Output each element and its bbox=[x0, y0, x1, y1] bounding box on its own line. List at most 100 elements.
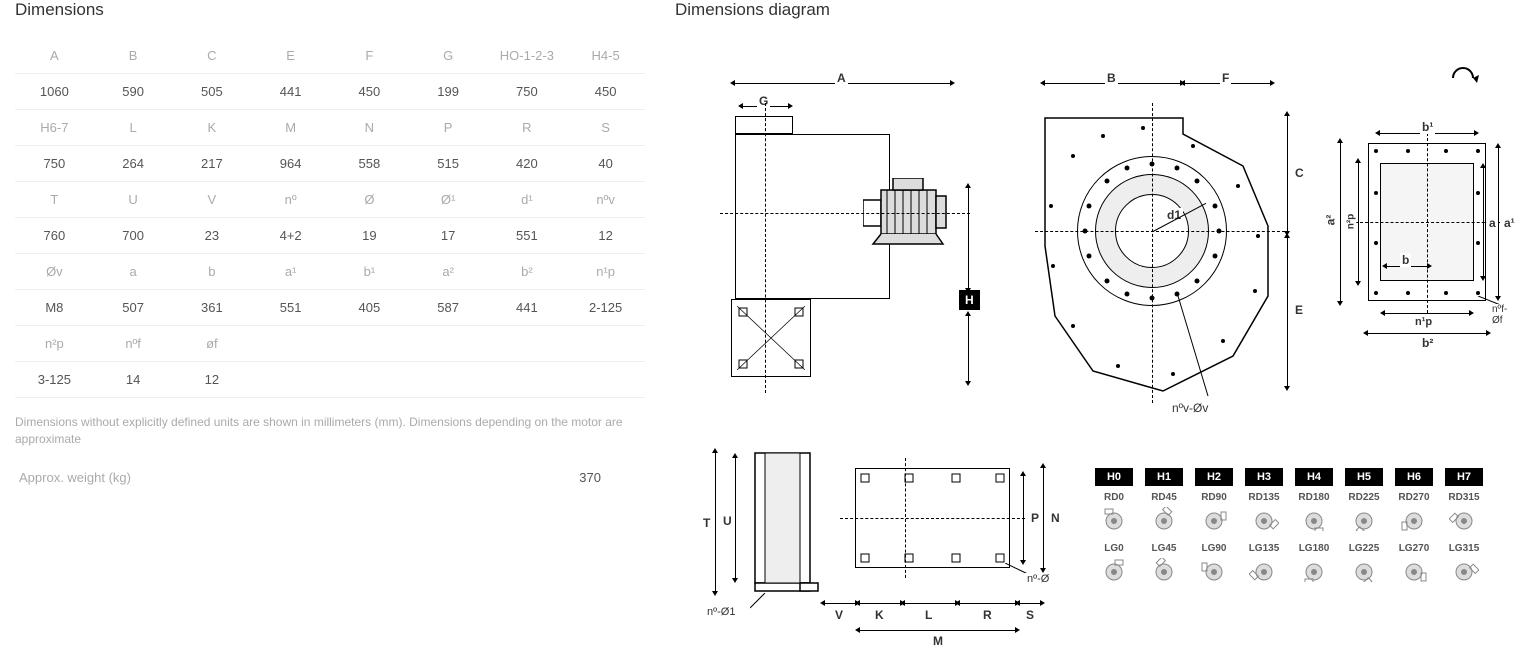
dim-B-label: B bbox=[1105, 71, 1118, 85]
dim-value: 420 bbox=[488, 146, 567, 182]
orient-rd-label: RD180 bbox=[1295, 492, 1333, 503]
dim-R-label: R bbox=[981, 608, 994, 622]
dim-n2p-label: n²p bbox=[1345, 212, 1356, 232]
dim-value: 700 bbox=[94, 218, 173, 254]
dim-value: 964 bbox=[251, 146, 330, 182]
base-views: T U nº-Ø1 P N nº-Ø bbox=[675, 438, 1505, 658]
rotation-icon bbox=[1445, 63, 1485, 93]
dim-V-label: V bbox=[833, 608, 845, 622]
orient-rd-label: RD270 bbox=[1395, 492, 1433, 503]
dim-no-label: nº-Ø bbox=[1025, 573, 1051, 585]
orient-rd-label: RD225 bbox=[1345, 492, 1383, 503]
fan-orient-icon bbox=[1299, 558, 1329, 582]
dim-header: V bbox=[173, 182, 252, 218]
dim-A-label: A bbox=[835, 71, 848, 85]
dim-value: 3-125 bbox=[15, 362, 94, 398]
orient-rd-label: RD315 bbox=[1445, 492, 1483, 503]
dim-value: 558 bbox=[330, 146, 409, 182]
dim-S-label: S bbox=[1024, 608, 1036, 622]
orient-lg-label: LG90 bbox=[1195, 543, 1233, 554]
dim-header: K bbox=[173, 110, 252, 146]
dim-value: 40 bbox=[566, 146, 645, 182]
dim-b2-label: b² bbox=[1420, 336, 1435, 350]
orient-h-label: H6 bbox=[1395, 468, 1433, 486]
dim-header: G bbox=[409, 38, 488, 74]
dim-value: 2-125 bbox=[566, 290, 645, 326]
dim-value: M8 bbox=[15, 290, 94, 326]
dim-value: 590 bbox=[94, 74, 173, 110]
dim-header: L bbox=[94, 110, 173, 146]
dim-a2-label: a² bbox=[1323, 213, 1337, 228]
orient-lg-label: LG0 bbox=[1095, 543, 1133, 554]
dimensions-diagram: A G bbox=[675, 38, 1505, 438]
dim-E bbox=[1287, 238, 1288, 386]
dim-header: d¹ bbox=[488, 182, 567, 218]
dim-header: H6-7 bbox=[15, 110, 94, 146]
dim-value: 361 bbox=[173, 290, 252, 326]
fan-orient-icon bbox=[1099, 507, 1129, 531]
dim-value: 750 bbox=[15, 146, 94, 182]
dim-header: øf bbox=[173, 326, 252, 362]
dim-header: R bbox=[488, 110, 567, 146]
dim-b-label: b bbox=[1400, 253, 1411, 267]
dim-header bbox=[330, 326, 409, 362]
dim-T-label: T bbox=[701, 516, 712, 530]
orient-h-label: H2 bbox=[1195, 468, 1233, 486]
orient-lg-label: LG225 bbox=[1345, 543, 1383, 554]
dim-header: nºv bbox=[566, 182, 645, 218]
fan-orient-icon bbox=[1349, 558, 1379, 582]
dim-value bbox=[330, 362, 409, 398]
dim-nof-label: nºf-Øf bbox=[1490, 304, 1509, 326]
dim-F-label: F bbox=[1220, 71, 1231, 85]
dim-a-label: a bbox=[1487, 216, 1498, 230]
fan-orient-icon bbox=[1299, 507, 1329, 531]
fan-orient-icon bbox=[1249, 507, 1279, 531]
dim-value: 217 bbox=[173, 146, 252, 182]
dim-header: n²p bbox=[15, 326, 94, 362]
dim-C bbox=[1287, 116, 1288, 231]
dim-U-label: U bbox=[721, 514, 734, 528]
dim-value: 515 bbox=[409, 146, 488, 182]
dim-header: E bbox=[251, 38, 330, 74]
dim-value: 587 bbox=[409, 290, 488, 326]
dim-header: b¹ bbox=[330, 254, 409, 290]
dim-header: B bbox=[94, 38, 173, 74]
dim-header bbox=[409, 326, 488, 362]
dim-n1p-label: n¹p bbox=[1413, 316, 1434, 328]
orient-lg-label: LG270 bbox=[1395, 543, 1433, 554]
dim-header: nºf bbox=[94, 326, 173, 362]
orient-lg-label: LG135 bbox=[1245, 543, 1283, 554]
fan-orient-icon bbox=[1199, 558, 1229, 582]
dim-b1-label: b¹ bbox=[1420, 120, 1435, 134]
dim-header bbox=[488, 326, 567, 362]
weight-value: 370 bbox=[579, 470, 641, 485]
fan-orient-icon bbox=[1099, 558, 1129, 582]
dim-header: b² bbox=[488, 254, 567, 290]
dim-H-label: H bbox=[959, 290, 980, 310]
orient-rd-label: RD45 bbox=[1145, 492, 1183, 503]
weight-label: Approx. weight (kg) bbox=[19, 470, 131, 485]
orient-h-label: H7 bbox=[1445, 468, 1483, 486]
dim-header: S bbox=[566, 110, 645, 146]
dim-value: 450 bbox=[330, 74, 409, 110]
orient-h-label: H5 bbox=[1345, 468, 1383, 486]
orient-h-label: H1 bbox=[1145, 468, 1183, 486]
dim-header: F bbox=[330, 38, 409, 74]
dim-value: 12 bbox=[173, 362, 252, 398]
dim-value: 441 bbox=[488, 290, 567, 326]
motor-icon bbox=[863, 178, 958, 251]
dim-header bbox=[566, 326, 645, 362]
fan-orient-icon bbox=[1249, 558, 1279, 582]
dim-value bbox=[251, 362, 330, 398]
dim-a1-label: a¹ bbox=[1502, 216, 1517, 230]
dim-value: 450 bbox=[566, 74, 645, 110]
dim-value: 1060 bbox=[15, 74, 94, 110]
dim-header: a² bbox=[409, 254, 488, 290]
dim-E-label: E bbox=[1293, 303, 1305, 317]
dim-header: P bbox=[409, 110, 488, 146]
dim-value: 760 bbox=[15, 218, 94, 254]
fan-orient-icon bbox=[1449, 507, 1479, 531]
orient-h-label: H4 bbox=[1295, 468, 1333, 486]
dim-L-label: L bbox=[923, 608, 934, 622]
fan-orient-icon bbox=[1449, 558, 1479, 582]
